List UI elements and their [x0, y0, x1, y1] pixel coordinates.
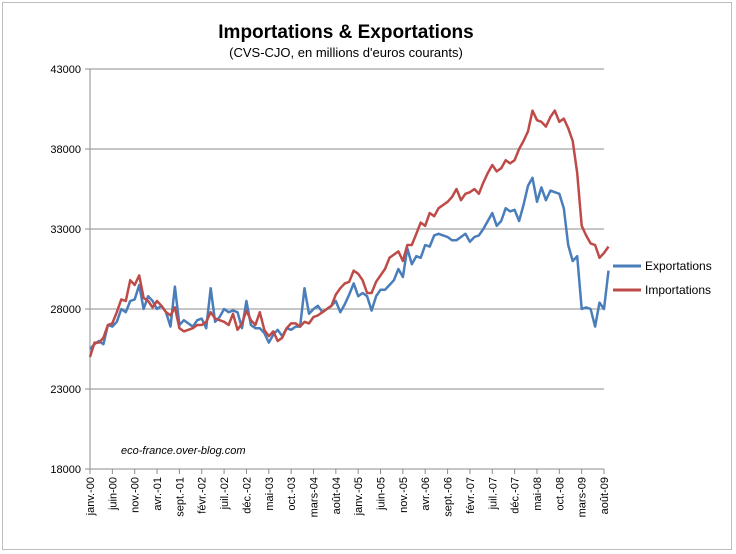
- x-tick-label: sept.-01: [174, 477, 186, 517]
- x-tick-label: mai-08: [532, 477, 544, 511]
- x-tick-label: août-04: [331, 477, 343, 514]
- x-tick-label: nov.-05: [398, 477, 410, 513]
- y-tick-label: 38000: [50, 144, 81, 156]
- chart-subtitle: (CVS-CJO, en millions d'euros courants): [229, 45, 463, 60]
- x-tick-label: déc.-07: [510, 477, 522, 514]
- x-tick-label: oct.-03: [286, 477, 298, 511]
- legend: Exportations Importations: [613, 259, 712, 297]
- x-tick-label: juin-00: [107, 477, 119, 511]
- series-line-importations: [88, 109, 610, 358]
- x-tick-label: juil.-02: [219, 477, 231, 510]
- y-tick-label: 43000: [50, 64, 81, 76]
- x-tick-label: avr.-01: [152, 477, 164, 511]
- legend-label-exportations: Exportations: [645, 259, 712, 273]
- y-tick-label: 28000: [50, 304, 81, 316]
- x-tick-label: janv.-05: [353, 477, 365, 516]
- gridlines: [90, 68, 604, 470]
- x-tick-label: sept.-06: [443, 477, 455, 517]
- x-tick-label: août-09: [599, 477, 611, 514]
- x-tick-label: mai-03: [264, 477, 276, 511]
- x-tick-label: juin-05: [376, 477, 388, 511]
- x-tick-label: avr.-06: [420, 477, 432, 511]
- x-tick-label: juil.-07: [487, 477, 499, 510]
- x-axis: janv.-00 juin-00 nov.-00 avr.-01 sept.-01 fév…: [85, 69, 611, 517]
- x-tick-label: mars-04: [308, 477, 320, 517]
- y-axis: 18000 23000 28000 33000 38000 43000: [50, 64, 90, 476]
- legend-label-importations: Importations: [645, 283, 711, 297]
- y-tick-label: 23000: [50, 384, 81, 396]
- x-tick-label: oct.-08: [554, 477, 566, 511]
- y-tick-label: 33000: [50, 224, 81, 236]
- x-tick-label: janv.-00: [85, 477, 97, 516]
- chart-title: Importations & Exportations: [218, 22, 473, 43]
- y-tick-label: 18000: [50, 464, 81, 476]
- x-tick-label: févr.-02: [197, 477, 209, 514]
- series-line-exportations: [89, 176, 610, 350]
- watermark: eco-france.over-blog.com: [121, 445, 246, 457]
- x-tick-label: mars-09: [577, 477, 589, 517]
- line-chart: Importations & Exportations (CVS-CJO, en…: [50, 22, 712, 517]
- series-lines: [88, 109, 610, 358]
- x-tick-label: févr.-07: [465, 477, 477, 514]
- x-tick-label: déc.-02: [241, 477, 253, 514]
- x-tick-label: nov.-00: [130, 477, 142, 513]
